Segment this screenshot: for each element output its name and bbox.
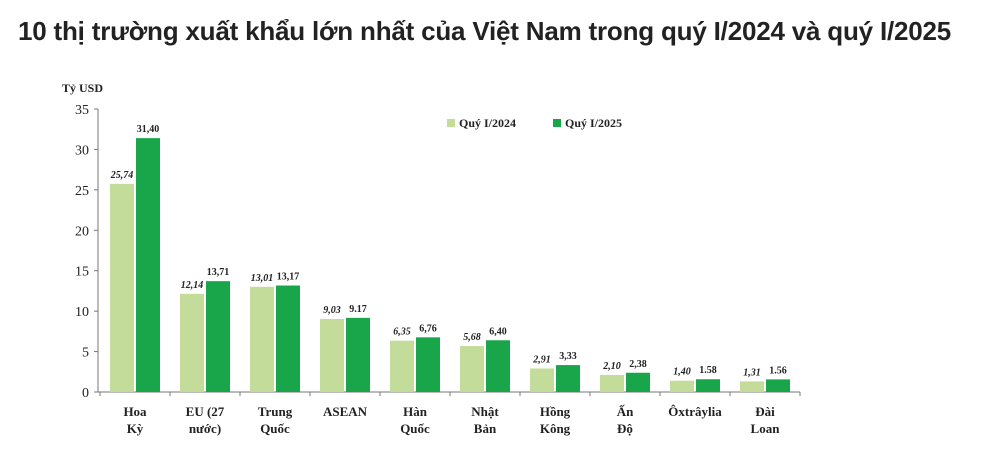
- data-label: 1,31: [743, 367, 761, 378]
- y-tick-label: 25: [75, 184, 89, 199]
- category-label: Hồng: [540, 404, 571, 419]
- bar: [460, 346, 484, 392]
- category-label: Đài: [755, 404, 775, 419]
- bar: [320, 318, 344, 392]
- category-label: EU (27: [186, 404, 225, 419]
- y-tick-label: 15: [75, 265, 89, 280]
- category-label: Trung: [258, 404, 293, 419]
- data-label: 2,38: [629, 359, 647, 370]
- legend-swatch: [553, 119, 561, 127]
- category-label: ASEAN: [323, 404, 368, 419]
- data-label: 9,03: [323, 305, 341, 316]
- category-label: Ấn: [617, 404, 634, 419]
- legend-label: Quý I/2024: [459, 116, 516, 130]
- data-label: 13,17: [277, 272, 300, 283]
- category-label: Kỳ: [127, 421, 144, 436]
- bar: [250, 286, 274, 392]
- data-label: 6,40: [489, 326, 507, 337]
- category-label: Hoa: [123, 404, 147, 419]
- data-label: 13,01: [251, 273, 274, 284]
- data-label: 3,33: [559, 351, 577, 362]
- category-label: Loan: [751, 421, 781, 436]
- category-label: Độ: [617, 421, 633, 436]
- bar: [740, 381, 764, 392]
- bar: [670, 380, 694, 392]
- bar: [696, 379, 720, 392]
- bar: [626, 372, 650, 392]
- y-tick-label: 20: [75, 224, 89, 239]
- bar: [390, 340, 414, 392]
- legend-swatch: [447, 119, 455, 127]
- bar: [486, 340, 510, 392]
- data-label: 2,10: [602, 361, 621, 372]
- category-label: Kông: [540, 421, 571, 436]
- bar: [206, 281, 230, 392]
- bar: [600, 375, 624, 392]
- data-label: 12,14: [181, 280, 204, 291]
- y-tick-label: 0: [82, 386, 89, 401]
- bar: [180, 293, 204, 392]
- y-axis-label: Tỷ USD: [62, 81, 103, 95]
- data-label: 1.56: [769, 365, 787, 376]
- bar: [766, 379, 790, 392]
- bar: [136, 138, 160, 392]
- y-tick-label: 30: [75, 143, 89, 158]
- y-tick-label: 35: [75, 103, 89, 118]
- data-label: 5,68: [463, 332, 481, 343]
- bar: [530, 368, 554, 392]
- data-label: 1.58: [699, 365, 717, 376]
- chart-title: 10 thị trường xuất khẩu lớn nhất của Việ…: [18, 16, 952, 46]
- category-label: Ôxtrâylia: [668, 404, 722, 419]
- bar: [276, 285, 300, 392]
- data-label: 25,74: [110, 170, 134, 181]
- category-label: Hàn: [403, 404, 428, 419]
- data-label: 6,35: [393, 327, 411, 338]
- y-tick-label: 5: [82, 346, 89, 361]
- bar: [346, 317, 370, 392]
- bar: [416, 337, 440, 392]
- category-label: Quốc: [400, 421, 430, 436]
- data-label: 2,91: [532, 354, 551, 365]
- data-label: 31,40: [137, 124, 160, 135]
- y-tick-label: 10: [75, 305, 89, 320]
- bar: [110, 183, 134, 392]
- data-label: 1,40: [673, 367, 691, 378]
- data-label: 9.17: [349, 304, 367, 315]
- category-label: Bản: [474, 421, 497, 436]
- category-label: Nhật: [471, 404, 499, 419]
- category-label: nước): [189, 421, 221, 436]
- category-label: Quốc: [260, 421, 290, 436]
- legend-label: Quý I/2025: [565, 116, 622, 130]
- bar: [556, 365, 580, 392]
- data-label: 6,76: [419, 323, 437, 334]
- data-label: 13,71: [207, 267, 230, 278]
